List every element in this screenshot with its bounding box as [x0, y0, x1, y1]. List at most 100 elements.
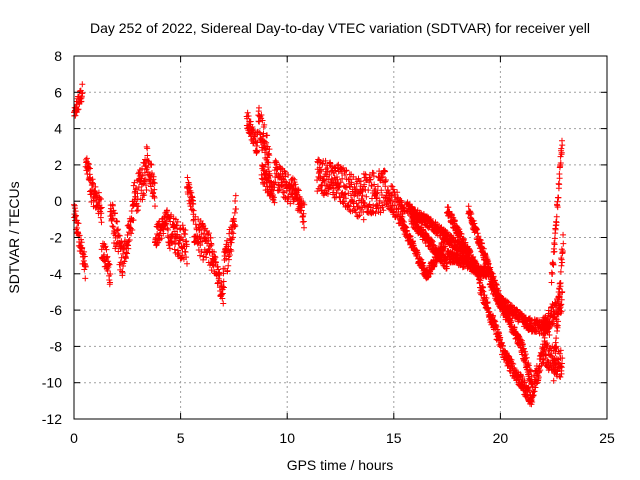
data-point — [539, 356, 546, 363]
data-point — [124, 241, 131, 248]
data-point — [266, 152, 273, 159]
data-point — [486, 266, 493, 273]
data-point — [125, 245, 132, 252]
data-point — [526, 387, 533, 394]
data-point — [356, 212, 363, 219]
data-point — [523, 354, 530, 361]
data-point — [352, 209, 359, 216]
data-point — [323, 190, 330, 197]
data-point — [233, 205, 240, 212]
data-point — [220, 283, 227, 290]
data-point — [558, 370, 565, 377]
data-point — [373, 195, 380, 202]
data-point — [285, 194, 292, 201]
y-tick-label: -6 — [50, 302, 63, 318]
data-point — [295, 187, 302, 194]
y-tick-label: 4 — [54, 121, 62, 137]
data-point — [144, 145, 151, 152]
data-point — [498, 339, 505, 346]
data-point — [198, 248, 205, 255]
data-point — [164, 207, 171, 214]
data-point — [227, 246, 234, 253]
data-point — [359, 204, 366, 211]
data-point — [124, 231, 131, 238]
data-point — [366, 201, 373, 208]
data-point — [529, 398, 536, 405]
data-point — [98, 204, 105, 211]
data-point — [355, 203, 362, 210]
data-point — [382, 183, 389, 190]
data-point — [442, 243, 449, 250]
data-point — [139, 172, 146, 179]
data-point — [428, 237, 435, 244]
data-point — [502, 348, 509, 355]
data-point — [230, 230, 237, 237]
data-point — [192, 221, 199, 228]
y-tick-label: 0 — [54, 193, 62, 209]
data-point — [544, 329, 551, 336]
data-point — [458, 231, 465, 238]
data-point — [343, 167, 350, 174]
data-point — [264, 132, 271, 139]
data-point — [525, 362, 532, 369]
data-point — [533, 380, 540, 387]
data-point — [265, 172, 272, 179]
data-point — [341, 191, 348, 198]
data-point — [348, 179, 355, 186]
data-point — [363, 193, 370, 200]
data-point — [106, 261, 113, 268]
data-point — [261, 121, 268, 128]
data-point — [465, 252, 472, 259]
data-point — [125, 238, 132, 245]
y-tick-label: 6 — [54, 84, 62, 100]
data-point — [378, 187, 385, 194]
data-point — [470, 217, 477, 224]
data-point — [380, 207, 387, 214]
data-point — [110, 223, 117, 230]
data-point — [110, 207, 117, 214]
data-point — [190, 207, 197, 214]
data-point — [554, 310, 561, 317]
data-point — [474, 230, 481, 237]
data-point — [279, 189, 286, 196]
data-point — [134, 190, 141, 197]
data-point — [522, 351, 529, 358]
data-point — [263, 139, 270, 146]
data-point — [82, 275, 89, 282]
data-point — [141, 192, 148, 199]
data-point — [340, 164, 347, 171]
data-point — [114, 218, 121, 225]
data-point — [292, 181, 299, 188]
data-point — [133, 185, 140, 192]
data-point — [558, 262, 565, 269]
data-point — [341, 198, 348, 205]
data-point — [78, 236, 85, 243]
data-point — [330, 191, 337, 198]
data-point — [553, 219, 560, 226]
data-point — [275, 187, 282, 194]
data-point — [79, 244, 86, 251]
data-point — [558, 296, 565, 303]
y-tick-label: -12 — [42, 411, 62, 427]
data-point — [265, 159, 272, 166]
data-point — [79, 81, 86, 88]
data-point — [71, 205, 78, 212]
data-point — [75, 106, 82, 113]
data-point — [211, 253, 218, 260]
data-point — [151, 186, 158, 193]
data-point — [128, 230, 135, 237]
data-point — [124, 250, 131, 257]
data-point — [119, 269, 126, 276]
data-point — [449, 212, 456, 219]
data-point — [138, 187, 145, 194]
data-point — [558, 308, 565, 315]
data-point — [208, 241, 215, 248]
data-point — [126, 236, 133, 243]
data-point — [178, 255, 185, 262]
x-axis-label: GPS time / hours — [287, 457, 394, 473]
data-point — [258, 112, 265, 119]
data-point — [104, 253, 111, 260]
data-point — [372, 210, 379, 217]
data-point — [321, 178, 328, 185]
data-point — [232, 222, 239, 229]
